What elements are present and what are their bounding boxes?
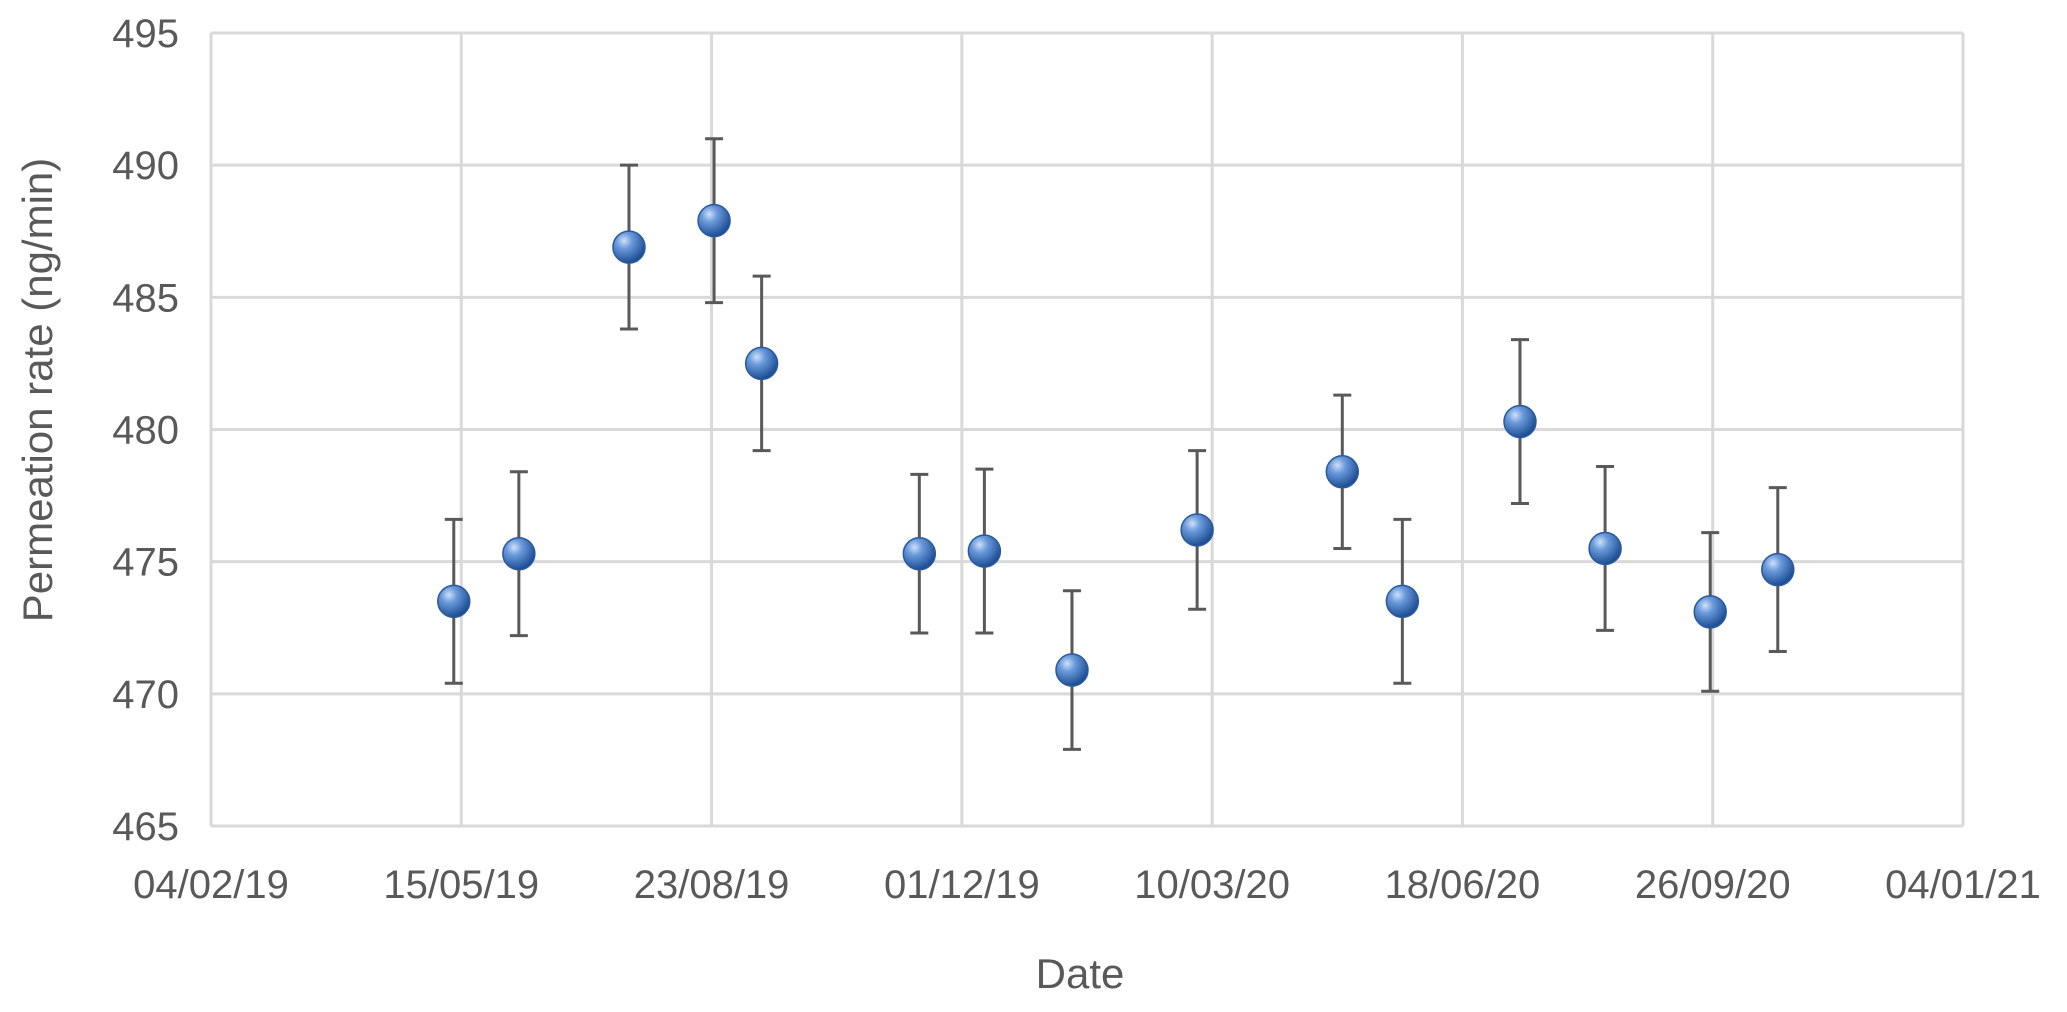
x-tick-label: 01/12/19 <box>884 863 1040 907</box>
y-tick-label: 490 <box>112 144 179 188</box>
y-tick-label: 465 <box>112 805 179 849</box>
data-point <box>1693 595 1727 629</box>
x-tick-label: 04/02/19 <box>133 863 289 907</box>
data-point <box>744 346 779 381</box>
x-tick-label: 26/09/20 <box>1635 863 1791 907</box>
y-tick-label: 495 <box>112 12 179 56</box>
data-point <box>437 584 471 619</box>
data-point <box>1325 455 1360 489</box>
data-point <box>1385 584 1420 619</box>
data-point <box>1055 653 1089 687</box>
y-tick-label: 470 <box>112 673 179 717</box>
y-axis-ticks: 465 470 475 480 485 490 495 <box>112 12 179 849</box>
data-point <box>1180 513 1214 547</box>
x-tick-label: 04/01/21 <box>1885 863 2041 907</box>
x-tick-label: 23/08/19 <box>634 863 790 907</box>
data-point <box>1588 531 1622 566</box>
data-point <box>1761 552 1795 587</box>
x-axis-title: Date <box>1036 950 1125 997</box>
data-point <box>1503 404 1537 439</box>
x-tick-label: 10/03/20 <box>1134 863 1290 907</box>
data-points <box>437 203 1795 687</box>
data-point <box>967 534 1002 568</box>
x-axis-ticks: 04/02/19 15/05/19 23/08/19 01/12/19 10/03/20… <box>133 863 2041 907</box>
y-tick-label: 485 <box>112 276 179 320</box>
y-tick-label: 480 <box>112 409 179 453</box>
x-tick-label: 15/05/19 <box>383 863 539 907</box>
y-tick-label: 475 <box>112 541 179 585</box>
data-point <box>502 536 536 571</box>
y-axis-title: Permeation rate (ng/min) <box>14 158 61 623</box>
gridlines <box>209 31 1965 828</box>
data-point <box>902 536 937 571</box>
x-tick-label: 18/06/20 <box>1385 863 1541 907</box>
data-point <box>612 230 646 264</box>
error-bars <box>444 137 1787 751</box>
data-point <box>697 203 731 238</box>
